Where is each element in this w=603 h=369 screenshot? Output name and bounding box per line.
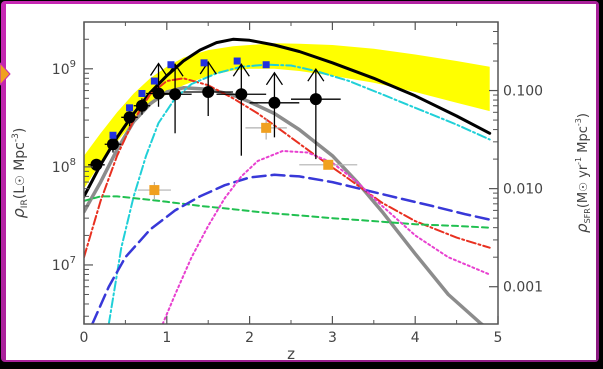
corner-arrow-marker [0, 62, 11, 86]
x-tick-label: 4 [411, 330, 420, 346]
curve-blue-dashed [91, 173, 491, 324]
y-right-exp2: -3 [574, 118, 583, 126]
x-tick-label: 1 [162, 330, 171, 346]
lower-limit-arrow-head [166, 63, 184, 77]
black-circle-point [152, 87, 165, 100]
sun-symbol-left: ☉ [13, 175, 27, 186]
blue-square-point [150, 77, 158, 85]
lower-limit-arrow-head [265, 71, 283, 86]
y-left-tick-label: 109 [52, 59, 76, 78]
blue-square-point [233, 57, 241, 65]
y-left-unit2: Mpc [12, 142, 28, 175]
y-left-tick-label: 108 [52, 157, 76, 176]
lower-limit-arrow-head [149, 62, 168, 76]
y-left-tick-exp: 8 [70, 157, 76, 168]
y-left-exp: -3 [11, 133, 21, 142]
x-tick-label: 2 [245, 330, 254, 346]
blue-square-point [200, 59, 208, 67]
curve-magenta-dotted [161, 150, 491, 324]
y-left-tick-base: 10 [52, 160, 70, 176]
y-left-tick-exp: 9 [70, 59, 76, 70]
y-right-close: ) [576, 113, 591, 118]
y-left-tick-exp: 7 [70, 255, 76, 266]
x-axis-label: z [287, 345, 295, 363]
y-right-sub: SFR [583, 208, 592, 224]
blue-square-point [167, 61, 175, 69]
y-left-tick-base: 10 [52, 258, 70, 274]
y-right-tick-label: 0.001 [503, 280, 543, 296]
blue-square-point [126, 104, 134, 112]
data-points [88, 57, 358, 200]
black-circle-point [123, 111, 136, 124]
y-left-unit: (L [12, 186, 28, 199]
black-circle-point [90, 158, 103, 171]
y-right-exp1: -1 [574, 157, 583, 165]
black-circle-point [202, 85, 215, 98]
y-right-unit3: Mpc [576, 126, 591, 157]
y-axis-label-left: ρIR(L☉ Mpc-3) [9, 128, 30, 219]
black-circle-point [268, 96, 281, 109]
y-left-tick-label: 107 [52, 255, 76, 274]
x-tick-label: 3 [328, 330, 337, 346]
y-right-unit: (M [576, 192, 591, 208]
lower-limit-arrow-head [199, 60, 217, 75]
blue-square-point [262, 61, 270, 69]
y-left-sub: IR [20, 199, 30, 208]
black-circle-point [106, 138, 119, 151]
y-left-rho: ρ [9, 208, 28, 218]
y-right-unit2: yr [576, 164, 591, 182]
y-left-tick-base: 10 [52, 62, 70, 78]
orange-square-point [149, 185, 160, 196]
blue-square-point [138, 89, 146, 97]
y-left-close: ) [12, 128, 28, 133]
lower-limit-arrow-head [232, 63, 250, 77]
black-circle-point [135, 99, 148, 112]
y-axis-label-right: ρSFR(M☉ yr-1 Mpc-3) [573, 113, 592, 233]
lower-limit-arrow-head [307, 68, 325, 82]
y-right-tick-label: 0.100 [503, 84, 543, 100]
x-tick-label: 0 [80, 330, 89, 346]
sun-symbol-right: ☉ [577, 182, 590, 192]
curve-red-dashdot [84, 77, 491, 259]
blue-square-point [109, 131, 117, 139]
x-tick-label: 5 [494, 330, 503, 346]
black-circle-point [235, 88, 248, 101]
black-circle-point [169, 88, 182, 101]
orange-square-point [323, 159, 334, 170]
orange-square-point [261, 122, 272, 133]
y-right-rho: ρ [573, 223, 591, 233]
black-circle-point [309, 93, 322, 106]
y-right-tick-label: 0.010 [503, 182, 543, 198]
